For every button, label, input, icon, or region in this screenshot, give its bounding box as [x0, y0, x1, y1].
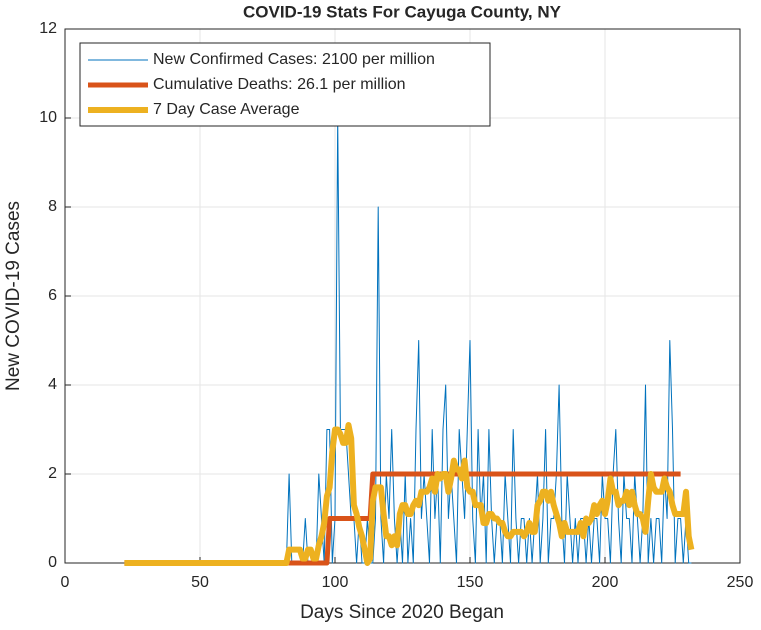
x-tick-label: 0	[61, 574, 70, 591]
legend-label: 7 Day Case Average	[153, 101, 300, 118]
x-axis-label: Days Since 2020 Began	[300, 602, 504, 623]
y-tick-label: 10	[39, 109, 57, 126]
y-tick-label: 4	[48, 376, 57, 393]
legend-label: New Confirmed Cases: 2100 per million	[153, 51, 435, 68]
legend-label: Cumulative Deaths: 26.1 per million	[153, 76, 406, 93]
y-tick-label: 8	[48, 198, 57, 215]
y-tick-label: 6	[48, 287, 57, 304]
series-line	[124, 422, 695, 566]
x-tick-label: 100	[322, 574, 349, 591]
x-tick-label: 150	[457, 574, 484, 591]
legend-box	[79, 42, 491, 127]
x-tick-label: 200	[592, 574, 619, 591]
y-axis-label: New COVID-19 Cases	[3, 201, 24, 391]
x-tick-label: 250	[727, 574, 754, 591]
y-tick-label: 0	[48, 554, 57, 571]
x-tick-label: 50	[191, 574, 209, 591]
y-tick-label: 2	[48, 465, 57, 482]
y-tick-label: 12	[39, 20, 57, 37]
chart-title: COVID-19 Stats For Cayuga County, NY	[243, 2, 562, 21]
